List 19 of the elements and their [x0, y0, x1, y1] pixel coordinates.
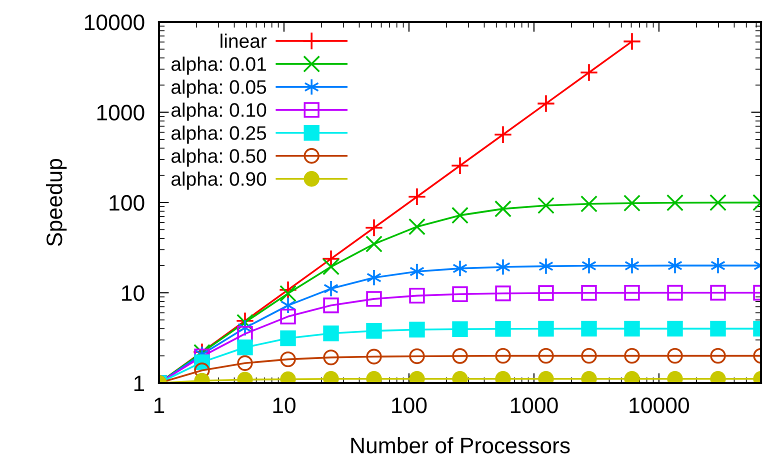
y-tick-label: 100: [110, 195, 144, 211]
y-tick-label: 1000: [97, 104, 144, 121]
y-tick-label: 10000: [85, 14, 144, 30]
legend-label: linear: [220, 34, 267, 48]
legend-label: alpha: 0.01: [171, 56, 266, 75]
legend-label: alpha: 0.50: [171, 148, 266, 167]
x-axis-title: Number of Processors: [351, 437, 570, 454]
legend-label: alpha: 0.10: [171, 102, 266, 121]
x-tick-label: 10000: [630, 397, 689, 414]
x-tick-label: 1: [154, 398, 164, 413]
x-tick-label: 1000: [510, 397, 558, 414]
legend-label: alpha: 0.90: [171, 172, 266, 190]
x-tick-label: 10: [273, 397, 296, 414]
x-tick-label: 100: [392, 397, 427, 414]
legend-label: alpha: 0.25: [171, 126, 266, 144]
y-tick-label: 1: [134, 376, 144, 392]
y-tick-label: 10: [122, 285, 144, 302]
legend-label: alpha: 0.05: [171, 80, 266, 98]
y-axis-title: Speedup: [46, 158, 67, 246]
